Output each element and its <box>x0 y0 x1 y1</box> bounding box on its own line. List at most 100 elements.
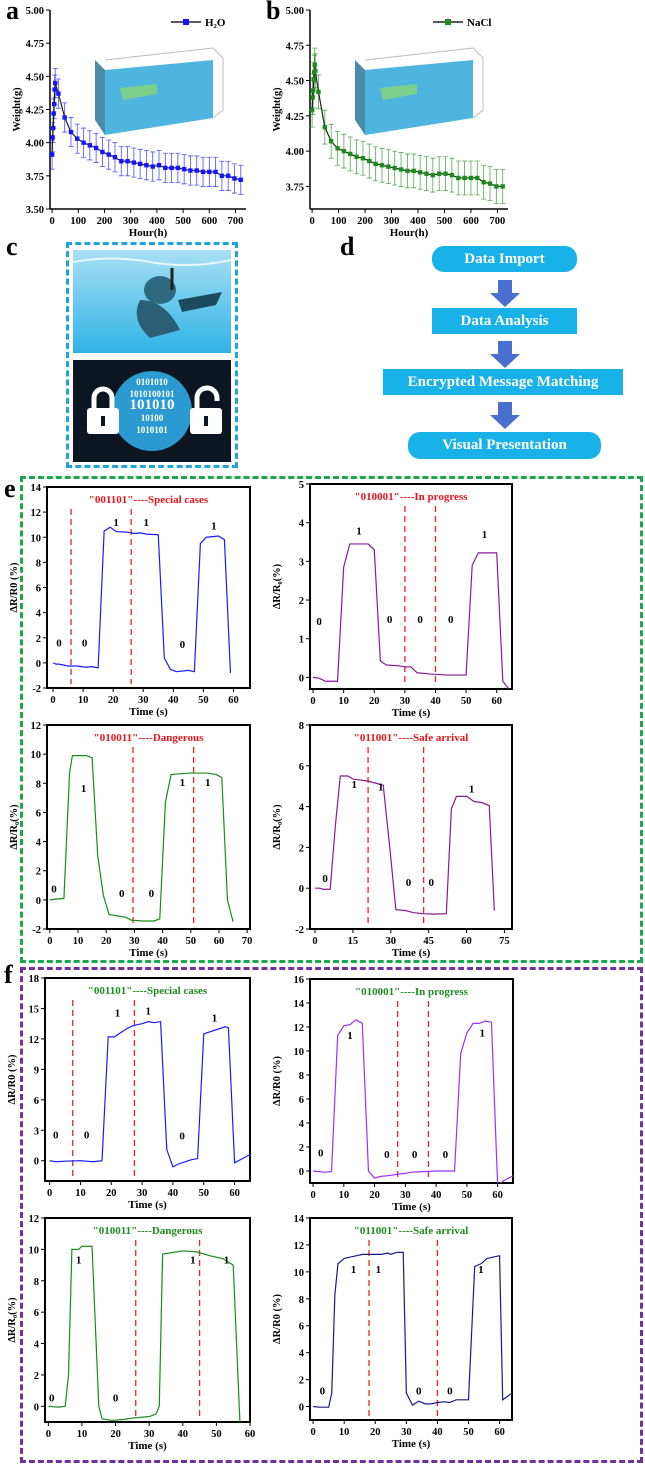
x-axis-label: Time (s) <box>392 1201 431 1213</box>
x-tick-label: 60 <box>461 936 472 947</box>
bit-label: 1 <box>351 1264 357 1276</box>
data-point <box>309 108 315 113</box>
bit-label: 1 <box>146 1006 152 1018</box>
data-point <box>194 168 199 173</box>
x-tick-label: 0 <box>49 216 54 227</box>
data-point <box>213 169 218 175</box>
tank-water <box>365 60 473 135</box>
y-tick-label: 10 <box>294 1268 305 1279</box>
data-point <box>430 172 436 178</box>
data-point <box>56 91 61 96</box>
data-point <box>462 175 467 181</box>
y-tick-label: 0 <box>299 673 304 684</box>
data-point <box>392 165 397 171</box>
x-tick-label: 40 <box>430 696 441 707</box>
data-point <box>137 161 143 167</box>
data-globe <box>112 371 192 451</box>
x-tick-label: 30 <box>386 936 397 947</box>
bit-label: 0 <box>416 1385 422 1397</box>
data-point <box>367 158 372 164</box>
y-tick-label: 8 <box>36 779 41 790</box>
y-tick-label: 4.75 <box>286 41 304 52</box>
data-point <box>494 184 499 189</box>
x-tick-label: 400 <box>149 216 165 227</box>
y-axis-label: ΔR/R₀(%) <box>272 804 283 850</box>
panel-f-frame <box>20 967 643 1463</box>
bit-label: 0 <box>119 888 125 900</box>
data-point <box>112 155 118 160</box>
chart-title: "001101"----Special cases <box>89 494 209 506</box>
y-axis-label: ΔR/R0 (%) <box>272 1055 283 1106</box>
bit-label: 0 <box>443 1149 449 1161</box>
bit-label: 0 <box>448 614 454 626</box>
x-tick-label: 75 <box>499 936 510 947</box>
x-tick-label: 100 <box>70 216 86 227</box>
panel-label-a: a <box>6 0 19 25</box>
x-tick-label: 30 <box>401 1427 412 1438</box>
data-point <box>311 76 316 82</box>
x-tick-label: 20 <box>101 936 112 947</box>
diver-body <box>136 300 180 338</box>
binary-text: 1010100101 <box>130 389 176 399</box>
x-tick-label: 40 <box>178 1429 189 1440</box>
y-tick-label: 6 <box>36 584 41 595</box>
x-tick-label: 30 <box>400 696 411 707</box>
flow-step-visual-presentation: Visual Presentation <box>408 432 601 459</box>
legend: NaCl <box>433 17 491 29</box>
y-tick-label: 5.00 <box>286 6 304 17</box>
chart-e4: 0 15 30 45 60 75 -2 0 2 4 6 8 Time (s) ΔR/R₀(%) "01100… <box>272 721 513 959</box>
x-tick-label: 0 <box>310 1427 315 1438</box>
bit-label: 1 <box>190 1255 196 1267</box>
y-tick-label: 4.50 <box>26 72 44 83</box>
water-surface <box>72 257 232 267</box>
data-point <box>405 168 410 174</box>
y-axis-label: ΔR/R0 (%) <box>9 562 20 613</box>
y-axis-label: ΔR/R₀(%) <box>272 563 283 609</box>
x-tick-label: 50 <box>198 695 209 706</box>
x-axis-label: Hour(h) <box>390 227 429 239</box>
lock-shackle <box>91 386 115 410</box>
data-point <box>87 143 93 148</box>
bit-label: 1 <box>76 1255 82 1267</box>
x-tick-label: 10 <box>77 1429 88 1440</box>
y-tick-label: 2 <box>36 634 41 645</box>
y-tick-label: 14 <box>31 483 42 494</box>
panel-label-d: d <box>340 232 355 261</box>
bit-label: 0 <box>82 638 88 650</box>
x-tick-label: 40 <box>431 1190 442 1201</box>
data-point <box>93 145 99 151</box>
diver-fins <box>178 292 222 312</box>
y-tick-label: 3.75 <box>26 172 44 183</box>
x-tick-label: 0 <box>312 936 317 947</box>
diver-head <box>144 276 176 304</box>
data-point <box>310 95 315 100</box>
x-tick-label: 10 <box>339 1427 350 1438</box>
flow-step-data-analysis: Data Analysis <box>432 308 577 334</box>
chart-title: "010001"----In progress <box>355 986 469 998</box>
data-point <box>232 176 237 181</box>
data-point <box>169 165 174 171</box>
data-point <box>449 172 455 178</box>
bit-label: 1 <box>115 1008 121 1020</box>
x-tick-label: 30 <box>129 936 140 947</box>
data-point <box>51 111 56 116</box>
x-tick-label: 60 <box>245 1429 256 1440</box>
y-tick-label: 6 <box>299 1322 304 1333</box>
chart-title: "001101"----Special cases <box>88 985 208 997</box>
y-tick-label: 0 <box>34 1402 39 1413</box>
data-point <box>360 155 366 161</box>
x-tick-label: 60 <box>229 1188 240 1199</box>
binary-text: 1010101 <box>136 425 168 435</box>
data-point <box>50 125 56 131</box>
data-point <box>468 175 474 181</box>
data-point <box>51 101 57 107</box>
x-tick-label: 10 <box>78 695 89 706</box>
legend-marker <box>445 19 451 25</box>
data-point <box>188 168 193 173</box>
bit-label: 1 <box>212 1013 218 1025</box>
